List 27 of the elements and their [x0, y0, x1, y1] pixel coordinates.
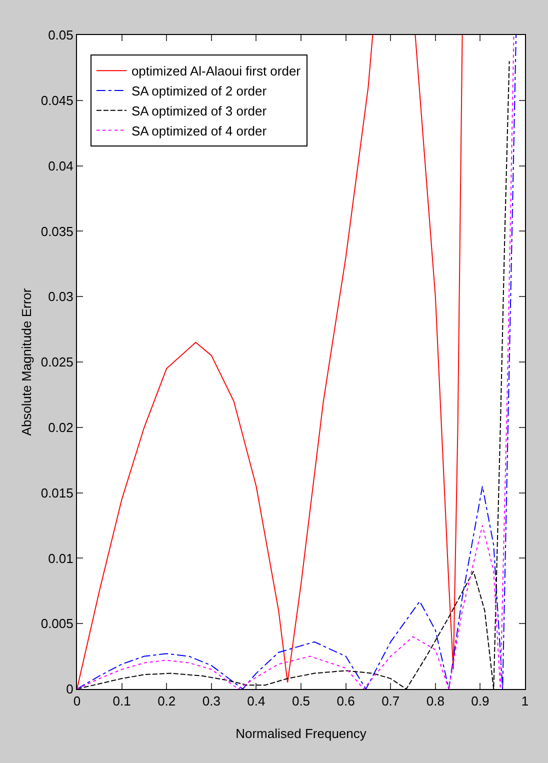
- x-tick-label: 0.7: [382, 694, 400, 709]
- y-tick-label: 0.01: [48, 550, 74, 566]
- x-axis-title: Normalised Frequency: [236, 726, 367, 741]
- x-tick-label: 0.5: [292, 694, 310, 709]
- legend-label: SA optimized of 4 order: [131, 123, 268, 138]
- x-tick-label: 1: [521, 694, 529, 709]
- x-tick-label: 0.9: [471, 694, 490, 709]
- y-tick-label: 0.03: [48, 289, 74, 304]
- y-axis-title: Absolute Magnitude Error: [18, 288, 34, 436]
- x-tick-label: 0.6: [336, 694, 355, 709]
- y-tick-label: 0.045: [40, 92, 74, 108]
- x-tick-label: 0.3: [202, 694, 220, 709]
- legend-label: SA optimized of 2 order: [131, 84, 268, 99]
- y-tick-label: 0.005: [40, 616, 74, 632]
- legend-label: optimized Al-Alaoui first order: [131, 64, 302, 79]
- y-tick-label: 0.05: [48, 28, 74, 43]
- y-tick-label: 0.035: [40, 224, 74, 239]
- y-tick-label: 0: [66, 682, 74, 697]
- y-tick-label: 0.025: [40, 354, 74, 370]
- x-tick-label: 0.1: [112, 694, 131, 709]
- legend-label: SA optimized of 3 order: [131, 103, 268, 118]
- y-tick-label: 0.04: [48, 158, 74, 174]
- x-tick-label: 0.2: [158, 694, 176, 709]
- x-tick-label: 0.8: [426, 694, 444, 709]
- y-tick-label: 0.02: [48, 420, 74, 435]
- x-tick-label: 0.4: [247, 694, 266, 709]
- y-tick-label: 0.015: [40, 485, 74, 500]
